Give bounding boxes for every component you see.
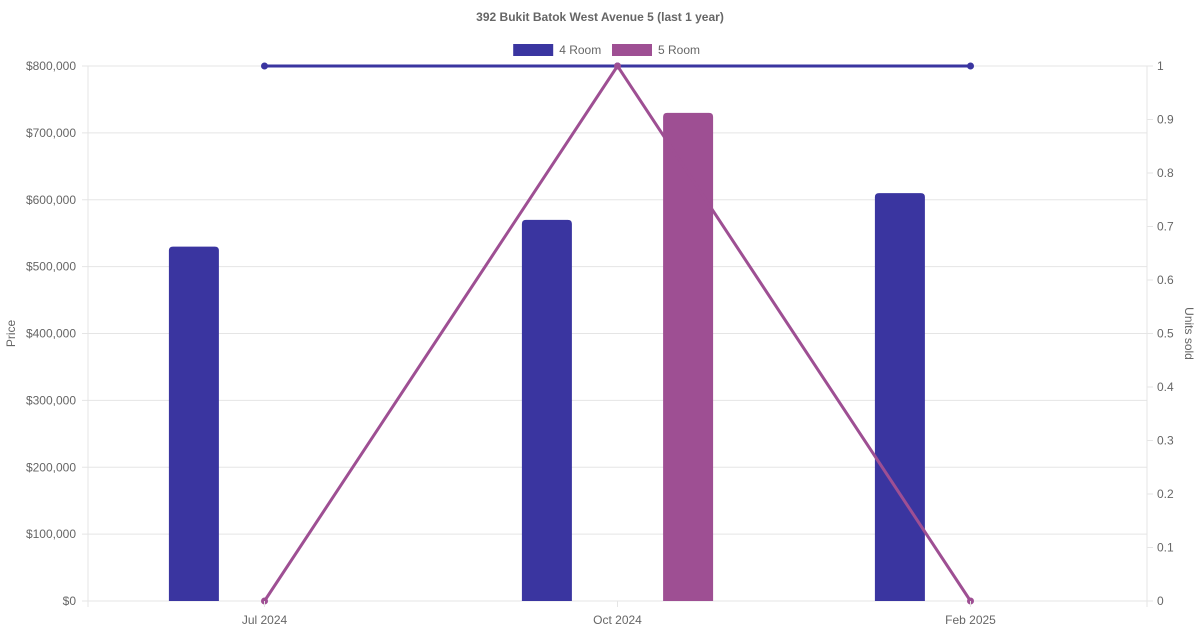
y-right-tick-label: 1 bbox=[1157, 59, 1164, 73]
y-left-tick-label: $600,000 bbox=[26, 193, 76, 207]
legend-swatch bbox=[513, 44, 554, 56]
y-right-tick-label: 0.6 bbox=[1157, 273, 1174, 287]
axis-layer: $0 $100,000 $200,000 $300,000 $400,000 $500,0… bbox=[4, 59, 1196, 627]
y-right-tick-label: 0.9 bbox=[1157, 113, 1174, 127]
y-right-tick-label: 0 bbox=[1157, 594, 1164, 608]
bar-5-room[interactable] bbox=[663, 112, 714, 601]
legend[interactable]: 4 Room 5 Room bbox=[513, 43, 700, 57]
line-layer bbox=[261, 62, 974, 605]
bar-4-room[interactable] bbox=[168, 246, 219, 601]
legend-label: 4 Room bbox=[559, 43, 601, 57]
y-right-tick-label: 0.3 bbox=[1157, 434, 1174, 448]
bar-4-room[interactable] bbox=[874, 193, 925, 601]
bar-layer bbox=[168, 112, 925, 601]
y-left-axis-title: Price bbox=[4, 320, 18, 348]
x-tick-label: Oct 2024 bbox=[593, 613, 642, 627]
chart-title: 392 Bukit Batok West Avenue 5 (last 1 ye… bbox=[476, 10, 724, 24]
y-right-tick-label: 0.4 bbox=[1157, 380, 1174, 394]
y-right-tick-label: 0.8 bbox=[1157, 166, 1174, 180]
y-right-tick-label: 0.5 bbox=[1157, 327, 1174, 341]
legend-item-4-room[interactable]: 4 Room bbox=[513, 43, 601, 57]
line-point[interactable] bbox=[967, 62, 974, 70]
y-left-tick-label: $500,000 bbox=[26, 260, 76, 274]
grid-layer bbox=[82, 65, 1147, 602]
y-left-tick-label: $300,000 bbox=[26, 393, 76, 407]
legend-label: 5 Room bbox=[658, 43, 700, 57]
y-left-tick-label: $200,000 bbox=[26, 460, 76, 474]
y-right-axis-title: Units sold bbox=[1182, 307, 1196, 360]
x-tick-label: Feb 2025 bbox=[945, 613, 996, 627]
y-left-tick-label: $400,000 bbox=[26, 327, 76, 341]
y-left-tick-label: $800,000 bbox=[26, 59, 76, 73]
y-right-tick-label: 0.2 bbox=[1157, 487, 1174, 501]
legend-item-5-room[interactable]: 5 Room bbox=[612, 43, 700, 57]
y-left-tick-label: $0 bbox=[63, 594, 77, 608]
x-tick-label: Jul 2024 bbox=[242, 613, 288, 627]
y-left-tick-label: $700,000 bbox=[26, 126, 76, 140]
line-point[interactable] bbox=[614, 62, 621, 70]
bar-4-room[interactable] bbox=[521, 219, 572, 601]
y-right-tick-label: 0.7 bbox=[1157, 220, 1174, 234]
y-left-tick-label: $100,000 bbox=[26, 527, 76, 541]
y-right-tick-label: 0.1 bbox=[1157, 541, 1174, 555]
line-point[interactable] bbox=[261, 62, 268, 70]
legend-swatch bbox=[612, 44, 652, 56]
